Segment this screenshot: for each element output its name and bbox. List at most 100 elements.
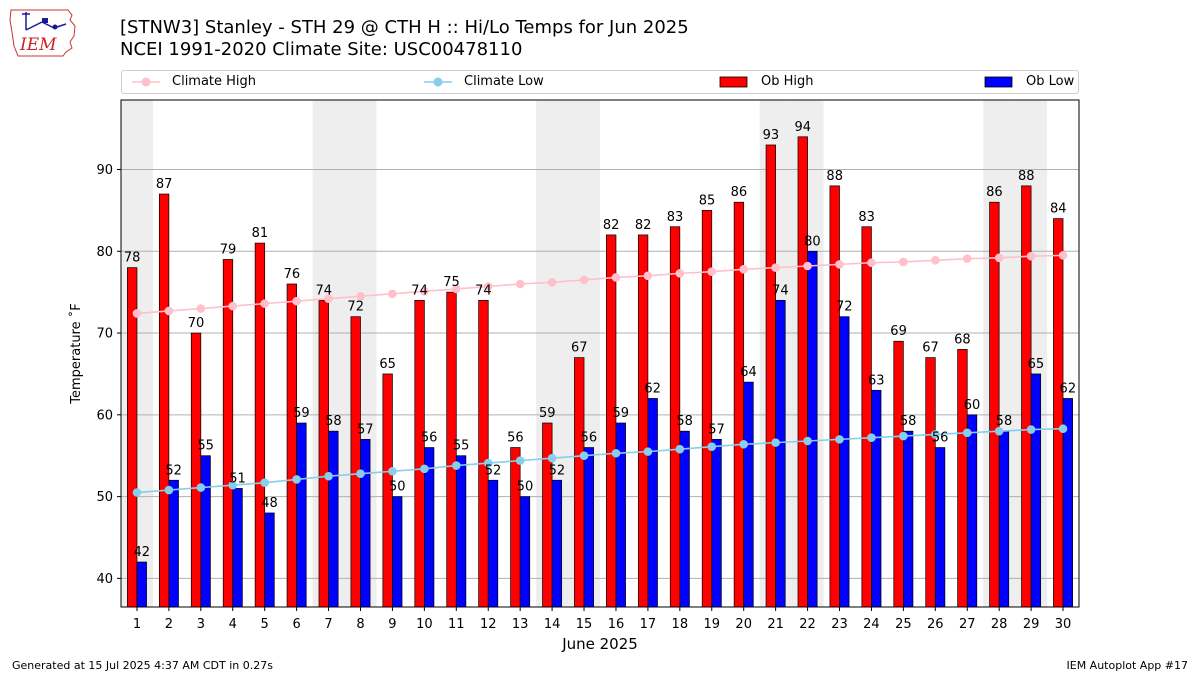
point-climate-high-day-3 bbox=[196, 304, 206, 313]
point-climate-high-day-8 bbox=[356, 291, 365, 301]
x-tick-label-15: 15 bbox=[576, 617, 593, 632]
data-label-ob-high-day-27: 68 bbox=[954, 332, 971, 347]
x-tick-label-23: 23 bbox=[831, 617, 848, 632]
data-label-ob-high-day-10: 74 bbox=[411, 283, 428, 298]
bar-ob-low-day-12 bbox=[487, 479, 499, 608]
point-climate-high-day-5 bbox=[260, 299, 270, 308]
legend-climate-low-marker bbox=[424, 77, 452, 87]
bar-ob-high-day-7 bbox=[318, 299, 329, 608]
data-label-ob-high-day-11: 75 bbox=[443, 275, 460, 290]
bar-ob-low-day-9 bbox=[392, 496, 403, 608]
point-climate-low-day-12 bbox=[483, 458, 493, 468]
data-label-ob-low-day-15: 56 bbox=[581, 431, 598, 446]
point-climate-low-day-6 bbox=[292, 475, 301, 484]
point-climate-low-day-30 bbox=[1058, 424, 1068, 434]
bar-ob-high-day-30 bbox=[1053, 218, 1064, 608]
bar-ob-low-day-13 bbox=[519, 496, 531, 608]
bar-ob-low-day-26 bbox=[934, 447, 946, 608]
point-climate-high-day-28 bbox=[994, 253, 1004, 263]
bar-ob-low-day-14 bbox=[551, 479, 563, 608]
x-tick-label-27: 27 bbox=[959, 617, 976, 632]
bar-ob-low-day-25 bbox=[903, 430, 914, 608]
point-climate-low-day-13 bbox=[515, 456, 525, 465]
point-climate-low-day-9 bbox=[388, 466, 397, 476]
data-label-ob-low-day-6: 59 bbox=[293, 406, 310, 421]
bar-ob-low-day-24 bbox=[871, 389, 882, 608]
bar-ob-high-day-12 bbox=[478, 299, 489, 608]
point-climate-low-day-3 bbox=[196, 483, 206, 492]
x-tick-label-25: 25 bbox=[895, 617, 912, 632]
point-climate-high-day-10 bbox=[420, 287, 429, 296]
bar-ob-high-day-21 bbox=[765, 144, 776, 608]
point-climate-high-day-26 bbox=[931, 255, 940, 265]
point-climate-high-day-2 bbox=[164, 306, 174, 316]
point-climate-high-day-20 bbox=[739, 264, 748, 274]
iem-logo: IEM bbox=[8, 6, 82, 58]
data-label-ob-high-day-13: 56 bbox=[507, 431, 524, 446]
bar-ob-low-day-3 bbox=[200, 455, 211, 608]
data-label-ob-high-day-29: 88 bbox=[1018, 169, 1035, 184]
legend: Climate High Climate Low Ob High Ob Low bbox=[121, 70, 1079, 94]
bar-ob-high-day-27 bbox=[957, 349, 968, 608]
legend-ob-low-label: Ob Low bbox=[1026, 74, 1075, 89]
x-tick-label-19: 19 bbox=[703, 617, 720, 632]
data-label-ob-low-day-25: 58 bbox=[900, 414, 917, 429]
data-label-ob-high-day-21: 93 bbox=[763, 128, 780, 143]
bar-ob-high-day-29 bbox=[1021, 185, 1032, 608]
footer-generated: Generated at 15 Jul 2025 4:37 AM CDT in … bbox=[12, 659, 273, 672]
data-label-ob-low-day-26: 56 bbox=[932, 431, 949, 446]
point-climate-high-day-16 bbox=[611, 273, 621, 282]
legend-ob-low-swatch bbox=[984, 76, 1013, 88]
bar-ob-high-day-8 bbox=[350, 316, 361, 608]
data-label-ob-high-day-9: 65 bbox=[379, 357, 396, 372]
point-climate-low-day-18 bbox=[675, 444, 685, 454]
data-label-ob-high-day-28: 86 bbox=[986, 185, 1003, 200]
bar-ob-high-day-6 bbox=[286, 283, 297, 608]
point-climate-high-day-11 bbox=[452, 284, 461, 294]
logo-text: IEM bbox=[19, 35, 57, 55]
x-tick-label-3: 3 bbox=[197, 617, 205, 632]
x-tick-label-28: 28 bbox=[991, 617, 1008, 632]
point-climate-low-day-4 bbox=[228, 480, 238, 490]
bar-ob-high-day-5 bbox=[254, 242, 266, 608]
bar-ob-high-day-14 bbox=[542, 422, 553, 608]
legend-ob-high-label: Ob High bbox=[761, 74, 814, 89]
point-climate-high-day-7 bbox=[324, 294, 333, 304]
bar-ob-low-day-18 bbox=[679, 430, 690, 608]
bar-ob-low-day-21 bbox=[775, 299, 786, 608]
point-climate-low-day-17 bbox=[643, 447, 653, 456]
x-tick-label-8: 8 bbox=[356, 617, 364, 632]
data-label-ob-low-day-16: 59 bbox=[612, 406, 629, 421]
data-label-ob-high-day-2: 87 bbox=[156, 177, 173, 192]
x-tick-label-29: 29 bbox=[1023, 617, 1040, 632]
x-tick-label-24: 24 bbox=[863, 617, 880, 632]
data-label-ob-low-day-7: 58 bbox=[325, 414, 342, 429]
data-label-ob-low-day-9: 50 bbox=[389, 480, 406, 495]
y-tick-label-80: 80 bbox=[96, 245, 113, 260]
bar-ob-low-day-20 bbox=[743, 381, 754, 608]
legend-climate-low-label: Climate Low bbox=[464, 74, 544, 89]
data-label-ob-low-day-13: 50 bbox=[517, 480, 534, 495]
x-tick-label-18: 18 bbox=[672, 617, 689, 632]
data-label-ob-low-day-4: 51 bbox=[229, 471, 246, 486]
data-label-ob-low-day-14: 52 bbox=[549, 463, 566, 478]
point-climate-high-day-17 bbox=[643, 271, 653, 281]
bar-ob-high-day-17 bbox=[637, 234, 649, 608]
x-tick-label-20: 20 bbox=[735, 617, 752, 632]
point-climate-low-day-14 bbox=[547, 453, 557, 463]
legend-climate-high-marker bbox=[132, 77, 160, 87]
data-label-ob-high-day-24: 83 bbox=[858, 210, 875, 225]
bar-ob-high-day-20 bbox=[733, 201, 745, 608]
point-climate-high-day-4 bbox=[228, 301, 238, 311]
x-tick-label-30: 30 bbox=[1055, 617, 1072, 632]
data-label-ob-low-day-30: 62 bbox=[1060, 381, 1077, 396]
plot-frame bbox=[120, 99, 1080, 608]
y-tick-label-40: 40 bbox=[96, 572, 113, 587]
y-axis-label: Temperature ˚F bbox=[68, 303, 84, 404]
x-tick-label-10: 10 bbox=[416, 617, 433, 632]
x-tick-label-6: 6 bbox=[292, 617, 300, 632]
data-label-ob-high-day-1: 78 bbox=[124, 251, 141, 266]
data-label-ob-high-day-25: 69 bbox=[890, 324, 907, 339]
chart-title: [STNW3] Stanley - STH 29 @ CTH H :: Hi/L… bbox=[120, 17, 689, 38]
